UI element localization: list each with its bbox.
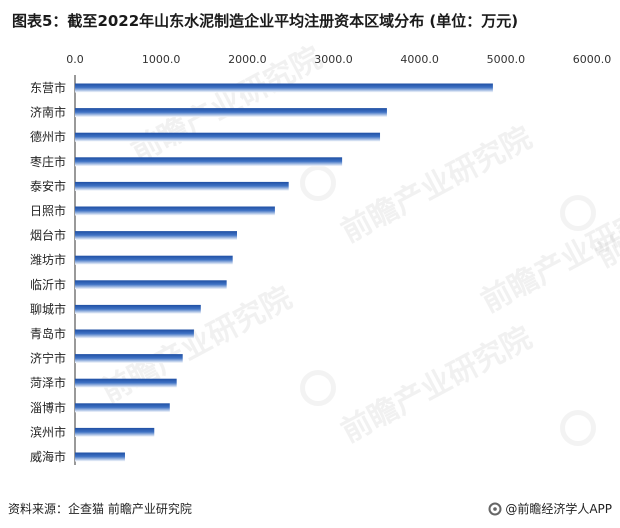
category-label: 枣庄市 <box>30 154 66 169</box>
category-label: 临沂市 <box>30 277 66 292</box>
category-label: 德州市 <box>30 129 66 144</box>
bar-chart: 0.0 1000.0 2000.0 3000.0 4000.0 5000.0 6000.0 … <box>30 53 611 465</box>
category-label: 青岛市 <box>30 326 66 341</box>
x-tick-label: 1000.0 <box>142 53 181 66</box>
bar <box>75 132 381 142</box>
bars <box>75 83 493 462</box>
x-tick-label: 4000.0 <box>400 53 439 66</box>
bar <box>75 108 387 118</box>
chart-title: 图表5：截至2022年山东水泥制造企业平均注册资本区域分布 (单位：万元) <box>12 12 519 30</box>
category-label: 济宁市 <box>30 351 66 366</box>
brand-credit: @前瞻经济学人APP <box>488 500 612 517</box>
bar <box>75 354 183 364</box>
brand-text: @前瞻经济学人APP <box>505 502 612 516</box>
qianzhan-logo-icon <box>488 502 502 515</box>
category-label: 淄博市 <box>30 400 66 415</box>
bar <box>75 157 343 167</box>
bar <box>75 452 125 462</box>
bar <box>75 231 237 241</box>
source-note: 资料来源：企查猫 前瞻产业研究院 <box>8 502 192 516</box>
category-label: 威海市 <box>30 449 66 464</box>
bar <box>75 83 493 93</box>
category-label: 聊城市 <box>30 301 66 316</box>
x-tick-label: 0.0 <box>66 53 84 66</box>
bar <box>75 206 275 216</box>
bar <box>75 255 233 265</box>
bar <box>75 304 201 314</box>
category-label: 日照市 <box>30 203 66 218</box>
category-label: 泰安市 <box>30 178 66 193</box>
y-axis-labels: 东营市济南市德州市枣庄市泰安市日照市烟台市潍坊市临沂市聊城市青岛市济宁市菏泽市淄… <box>30 80 66 464</box>
x-axis-ticks: 0.0 1000.0 2000.0 3000.0 4000.0 5000.0 6000.0 <box>66 53 611 66</box>
bar <box>75 329 194 339</box>
category-label: 滨州市 <box>30 424 66 439</box>
bar <box>75 280 227 290</box>
category-label: 菏泽市 <box>30 375 66 390</box>
bar <box>75 427 155 437</box>
bar <box>75 181 289 191</box>
x-tick-label: 2000.0 <box>228 53 267 66</box>
x-tick-label: 3000.0 <box>314 53 353 66</box>
bar <box>75 403 170 413</box>
category-label: 潍坊市 <box>30 252 66 267</box>
bar <box>75 378 177 388</box>
category-label: 东营市 <box>30 80 66 95</box>
category-label: 济南市 <box>30 105 66 120</box>
x-tick-label: 6000.0 <box>573 53 612 66</box>
x-tick-label: 5000.0 <box>487 53 526 66</box>
category-label: 烟台市 <box>30 228 66 243</box>
